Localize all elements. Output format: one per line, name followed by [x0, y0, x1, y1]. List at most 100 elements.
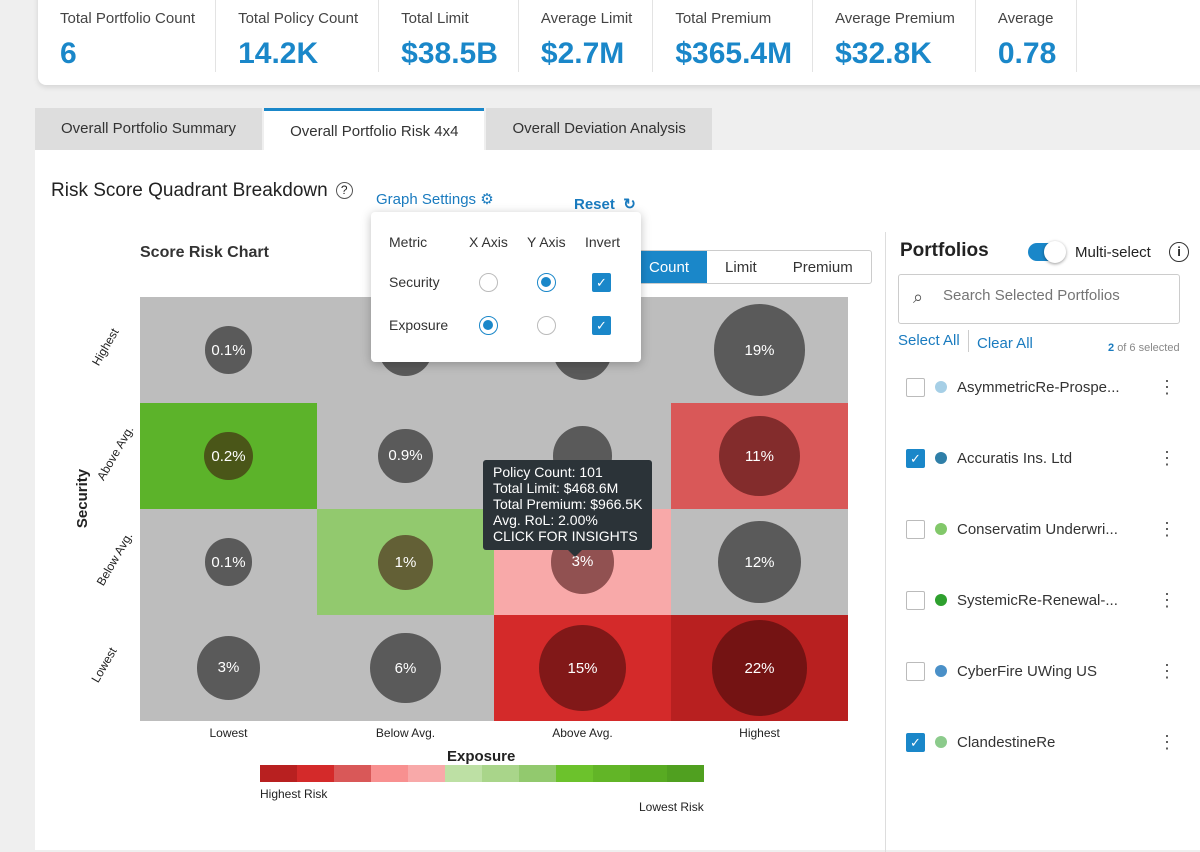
kebab-menu-icon[interactable]: ⋮: [1158, 731, 1176, 752]
portfolio-checkbox[interactable]: [906, 519, 925, 539]
legend-swatch: [667, 765, 704, 782]
portfolio-item[interactable]: AsymmetricRe-Prospe... ⋮: [906, 372, 1176, 402]
heatmap-cell[interactable]: 15%: [494, 615, 671, 721]
legend-swatch: [371, 765, 408, 782]
heatmap-bubble[interactable]: 0.2%: [204, 431, 253, 481]
kpi-card: Average Premium $32.8K: [813, 0, 976, 72]
heatmap-cell[interactable]: 0.2%: [140, 403, 317, 509]
portfolio-checkbox[interactable]: [906, 590, 925, 610]
tooltip-line: Total Premium: $966.5K: [493, 496, 643, 512]
x-axis-radio[interactable]: [479, 316, 498, 335]
portfolio-checkbox[interactable]: ✓: [906, 732, 925, 752]
portfolio-checkbox[interactable]: [906, 661, 925, 681]
tab-0[interactable]: Overall Portfolio Summary: [35, 108, 263, 152]
kpi-value: $38.5B: [401, 37, 498, 70]
heatmap-cell[interactable]: 22%: [671, 615, 848, 721]
toggle-premium[interactable]: Premium: [792, 259, 853, 276]
y-axis-radio[interactable]: [537, 273, 556, 292]
color-legend: [260, 765, 704, 782]
portfolio-item[interactable]: SystemicRe-Renewal-... ⋮: [906, 585, 1176, 615]
kpi-label: Total Premium: [675, 10, 772, 27]
select-all-link[interactable]: Select All: [898, 332, 960, 349]
toggle-limit[interactable]: Limit: [725, 259, 757, 276]
portfolio-search[interactable]: ⌕: [898, 274, 1180, 324]
portfolio-item[interactable]: ✓ Accuratis Ins. Ltd ⋮: [906, 443, 1176, 473]
tab-2[interactable]: Overall Deviation Analysis: [486, 108, 712, 152]
heatmap-bubble[interactable]: 11%: [719, 415, 800, 497]
graph-settings-popup: Metric X Axis Y Axis Invert Security ✓ Exposur…: [371, 212, 641, 362]
settings-header: Invert: [585, 234, 621, 250]
heatmap-cell[interactable]: 6%: [317, 615, 494, 721]
heatmap-bubble[interactable]: 12%: [718, 520, 801, 604]
kebab-menu-icon[interactable]: ⋮: [1158, 660, 1176, 681]
heatmap-bubble[interactable]: 3%: [196, 636, 261, 700]
search-input[interactable]: [943, 287, 1163, 304]
x-axis-radio[interactable]: [479, 273, 498, 292]
kebab-menu-icon[interactable]: ⋮: [1158, 447, 1176, 468]
y-tick-label: Below Avg.: [93, 529, 136, 589]
legend-high-label: Highest Risk: [260, 787, 328, 801]
legend-swatch: [334, 765, 371, 782]
heatmap-bubble[interactable]: 19%: [713, 304, 806, 396]
heatmap-bubble[interactable]: 0.1%: [204, 538, 253, 586]
reset-label: Reset: [574, 196, 615, 213]
legend-swatch: [297, 765, 334, 782]
heatmap-cell[interactable]: 0.1%: [140, 509, 317, 615]
legend-swatch: [445, 765, 482, 782]
portfolio-item[interactable]: Conservatim Underwri... ⋮: [906, 514, 1176, 544]
portfolio-color-dot: [935, 665, 947, 677]
chart-title: Score Risk Chart: [140, 244, 269, 261]
graph-settings-button[interactable]: Graph Settings ⚙: [376, 190, 494, 208]
legend-swatch: [630, 765, 667, 782]
kpi-card: Total Limit $38.5B: [379, 0, 519, 72]
portfolio-item[interactable]: ✓ ClandestineRe ⋮: [906, 727, 1176, 757]
cell-tooltip[interactable]: Policy Count: 101 Total Limit: $468.6M Tot…: [483, 460, 653, 557]
tab-1[interactable]: Overall Portfolio Risk 4x4: [264, 108, 485, 152]
heatmap-cell[interactable]: 12%: [671, 509, 848, 615]
heatmap-cell[interactable]: 19%: [671, 297, 848, 403]
kpi-label: Average Limit: [540, 10, 633, 27]
heatmap-cell[interactable]: 0.1%: [140, 297, 317, 403]
portfolio-name: AsymmetricRe-Prospe...: [957, 378, 1120, 396]
invert-checkbox[interactable]: ✓: [592, 273, 611, 292]
divider: [968, 330, 969, 352]
heatmap-bubble[interactable]: 22%: [711, 620, 808, 716]
invert-checkbox[interactable]: ✓: [592, 316, 611, 335]
section-title-text: Risk Score Quadrant Breakdown: [51, 180, 328, 201]
tooltip-line: CLICK FOR INSIGHTS: [493, 528, 638, 544]
heatmap-bubble[interactable]: 1%: [378, 534, 433, 590]
legend-swatch: [593, 765, 630, 782]
kpi-label: Total Portfolio Count: [60, 10, 196, 27]
heatmap-bubble[interactable]: 0.9%: [378, 428, 433, 484]
heatmap-cell[interactable]: 3%: [140, 615, 317, 721]
kpi-label: Total Policy Count: [238, 10, 359, 27]
kebab-menu-icon[interactable]: ⋮: [1158, 518, 1176, 539]
legend-swatch: [556, 765, 593, 782]
portfolio-item[interactable]: CyberFire UWing US ⋮: [906, 656, 1176, 686]
portfolio-name: CyberFire UWing US: [957, 662, 1098, 680]
heatmap-bubble[interactable]: 15%: [539, 624, 626, 712]
info-icon[interactable]: i: [1169, 242, 1189, 262]
toggle-count[interactable]: Count: [631, 251, 708, 283]
portfolio-checkbox[interactable]: ✓: [906, 448, 925, 468]
reset-button[interactable]: Reset ↻: [574, 195, 636, 213]
portfolio-checkbox[interactable]: [906, 377, 925, 397]
kpi-value: $365.4M: [675, 37, 793, 70]
graph-settings-label: Graph Settings: [376, 191, 477, 208]
heatmap-cell[interactable]: 11%: [671, 403, 848, 509]
x-axis-title: Exposure: [447, 748, 516, 765]
y-axis-radio[interactable]: [537, 316, 556, 335]
heatmap-bubble[interactable]: 0.1%: [204, 326, 253, 374]
kebab-menu-icon[interactable]: ⋮: [1158, 376, 1176, 397]
heatmap-cell[interactable]: 1%: [317, 509, 494, 615]
kpi-value: 6: [60, 37, 77, 70]
multi-select-toggle[interactable]: [1028, 241, 1066, 263]
heatmap-cell[interactable]: 0.9%: [317, 403, 494, 509]
help-icon[interactable]: ?: [335, 182, 353, 199]
clear-all-link[interactable]: Clear All: [977, 335, 1033, 352]
kebab-menu-icon[interactable]: ⋮: [1158, 589, 1176, 610]
y-axis-title: Security: [74, 468, 92, 529]
heatmap-bubble[interactable]: 6%: [370, 632, 441, 704]
kpi-value: 14.2K: [238, 37, 319, 70]
y-tick-label: Lowest: [88, 645, 120, 685]
